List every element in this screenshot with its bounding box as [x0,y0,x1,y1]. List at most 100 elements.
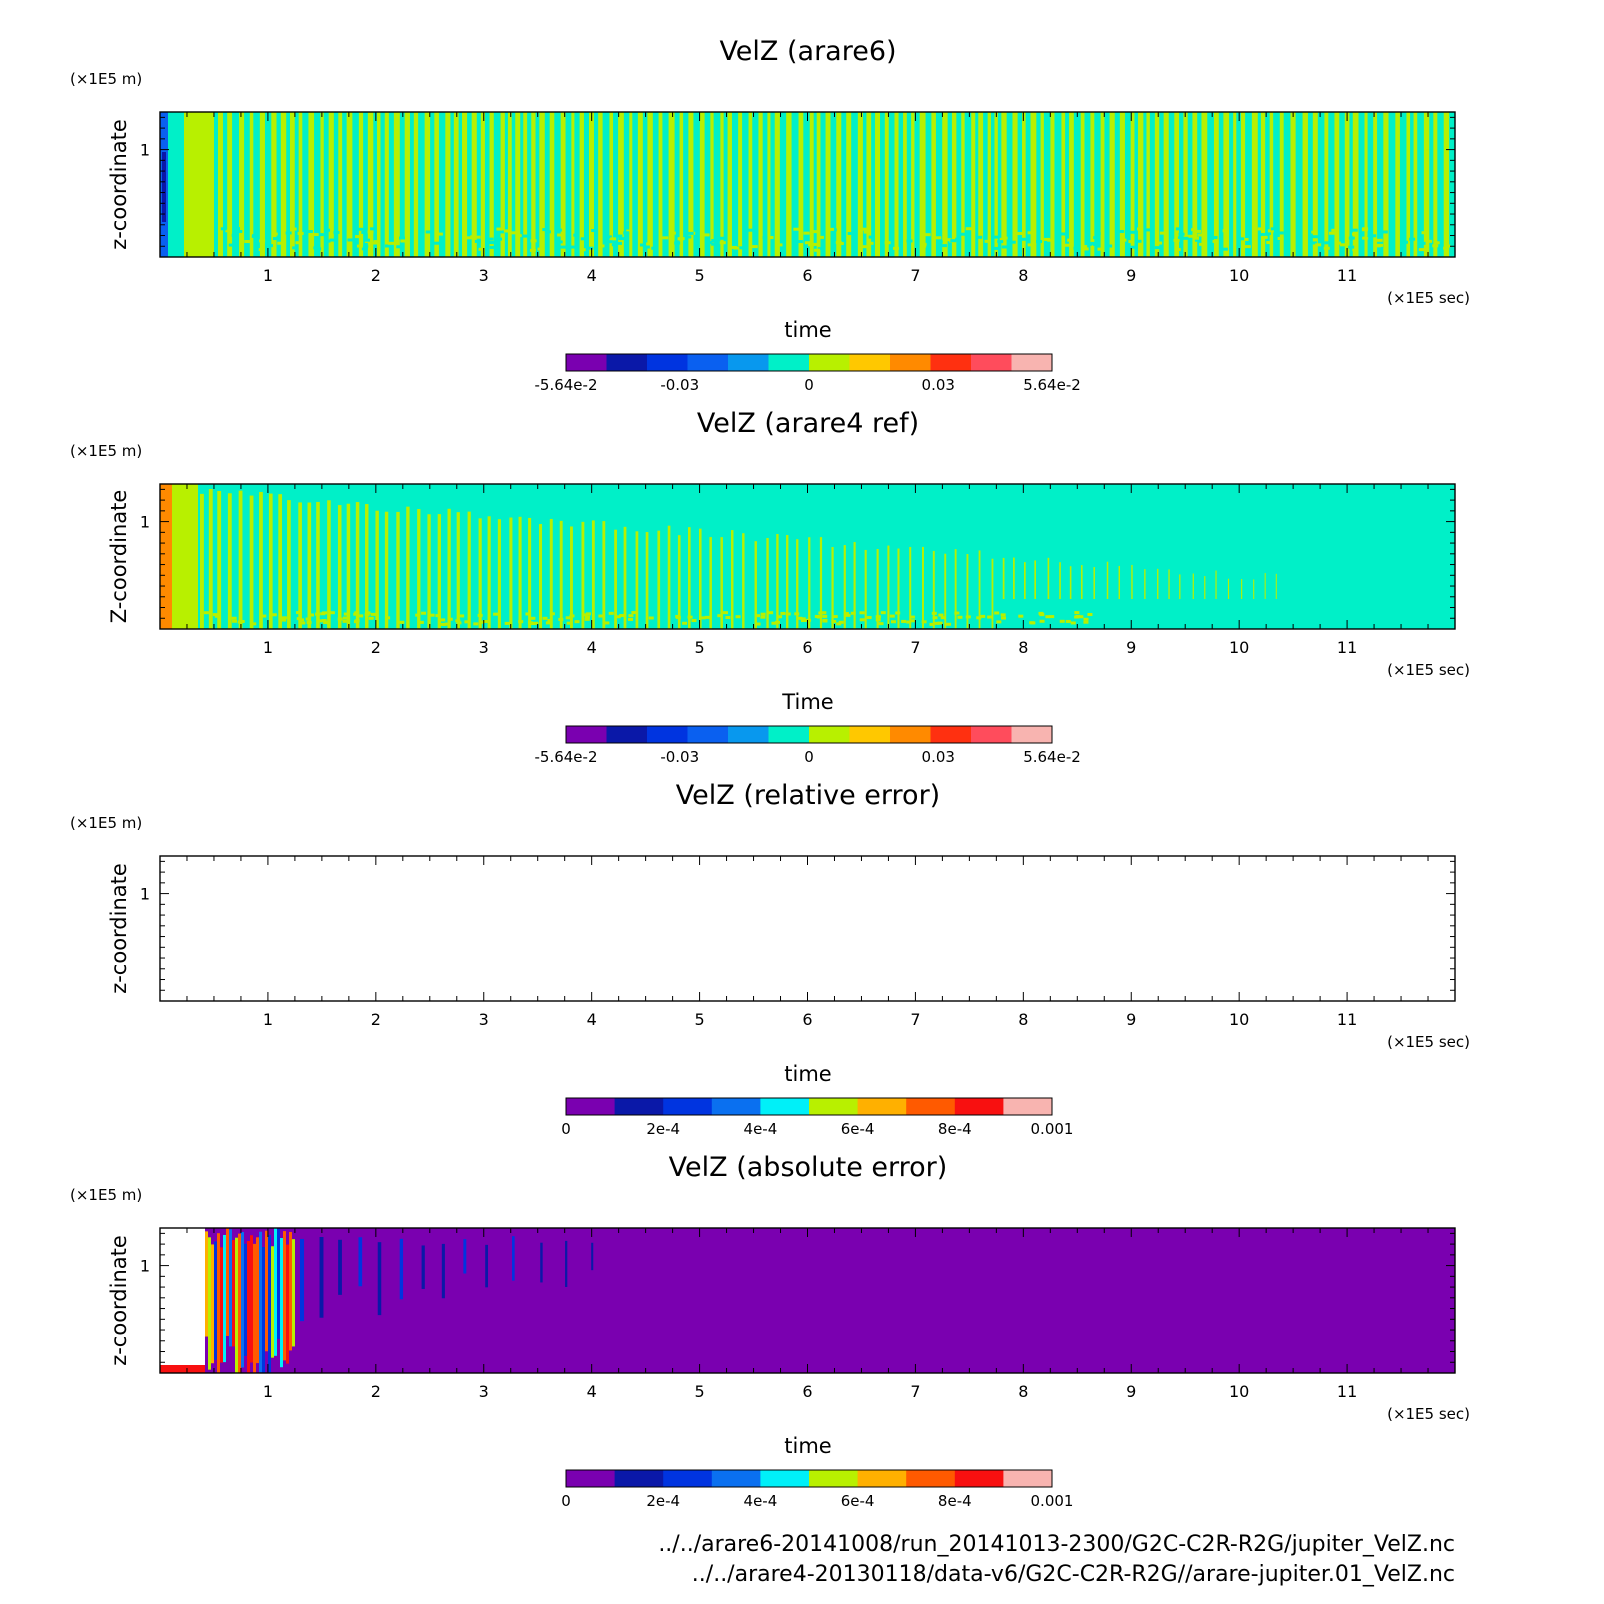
field-strip [1001,245,1008,249]
field-strip [471,112,477,257]
colorbar-swatch [1011,726,1053,743]
field-strip [292,1239,295,1347]
field-strip [281,616,287,620]
field-strip [1212,239,1219,243]
field-strip [318,619,324,623]
field-strip [404,112,410,257]
field-strip [618,112,624,257]
field-strip [957,615,963,619]
field-strip [776,533,779,629]
field-strip [682,621,688,625]
x-tick-label: 3 [479,638,489,657]
field-strip [286,1244,289,1364]
field-strip [1312,112,1318,257]
field-strip [497,519,501,629]
colorbar-tick-label: 8e-4 [938,1492,972,1510]
field-strip [388,241,395,245]
x-tick-label: 9 [1126,1010,1136,1029]
field-strip [767,112,771,257]
field-strip [1106,561,1109,599]
field-strip [906,620,912,624]
field-strip [1261,235,1268,239]
x-tick-label: 10 [1229,266,1249,285]
x-tick-label: 7 [910,1010,920,1029]
field-strip [477,613,483,617]
field-strip [208,488,213,629]
field-strip [1423,112,1430,257]
field-strip [628,617,634,621]
colorbar-swatch [760,1470,810,1487]
field-strip [1100,112,1105,257]
field-strip [362,244,369,248]
field-strip [894,112,899,257]
field-strip [523,112,528,257]
field-strip [736,246,743,250]
field-strip [809,112,814,257]
field-strip [857,112,863,257]
field-strip [1074,611,1080,615]
field-strip [803,231,810,235]
field-strip [1194,238,1201,242]
field-strip [393,112,400,257]
field-strip [1018,614,1024,618]
field-strip [1362,236,1369,240]
field-strip [396,511,400,629]
field-strip [489,245,496,249]
colorbar-tick-label: 0 [804,376,814,394]
field-strip [1273,237,1280,241]
field-strip [473,622,479,626]
field-strip [1275,573,1277,599]
field-strip [836,112,842,257]
field-strip [1419,241,1426,245]
field-strip [327,500,331,629]
field-strip [675,614,681,618]
field-strip [361,247,368,251]
field-strip [591,1242,594,1271]
field-strip [1401,240,1408,244]
x-axis-label: time [784,318,831,342]
field-strip [793,227,800,231]
field-strip [1352,232,1359,236]
field-strip [685,235,692,239]
field-strip [1266,241,1273,245]
field-strip [817,247,824,251]
field-strip [1045,615,1051,619]
field-strip [1352,112,1359,257]
field-strip [889,614,895,618]
field-strip [227,493,232,629]
field-strip [424,112,431,257]
field-strip [262,1247,265,1373]
field-strip [370,612,376,616]
field-strip [710,112,714,257]
field-strip [718,236,725,240]
field-strip [662,236,669,240]
field-strip [1070,621,1076,625]
x-tick-label: 2 [371,1382,381,1401]
field-strip [1348,236,1355,240]
colorbar-tick-label: 5.64e-2 [1023,376,1081,394]
colorbar-swatch [930,354,972,371]
field-strip [1221,247,1228,251]
field-strip [991,558,994,629]
field-strip [1060,232,1067,236]
field-strip [980,614,986,618]
field-strip [211,1244,214,1364]
field-strip [1253,579,1255,599]
field-strip [864,549,867,629]
colorbar-swatch [906,1098,956,1115]
field-strip [831,619,837,623]
field-strip [1012,112,1018,257]
field-strip [531,112,536,257]
field-strip [1029,621,1035,625]
field-strip [1277,236,1284,240]
colorbar-frame [565,1469,1053,1488]
field-strip [217,1233,220,1373]
field-strip [487,516,491,629]
x-tick-label: 11 [1337,1010,1357,1029]
x-unit-label: (×1E5 sec) [1387,661,1470,679]
field-strip [942,112,948,257]
colorbar-swatch [663,1470,713,1487]
field-strip [444,622,450,626]
colorbar-tick-label: 0.03 [922,748,955,766]
field-strip [895,611,901,615]
